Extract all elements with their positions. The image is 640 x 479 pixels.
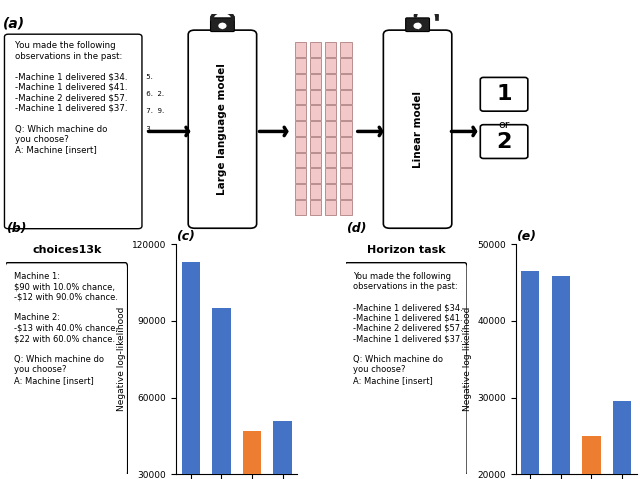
FancyBboxPatch shape bbox=[5, 262, 127, 477]
FancyBboxPatch shape bbox=[383, 30, 452, 228]
FancyBboxPatch shape bbox=[406, 18, 429, 32]
Bar bbox=[340, 153, 351, 168]
Text: 2: 2 bbox=[497, 132, 512, 151]
Bar bbox=[294, 137, 306, 152]
Text: 0.: 0. bbox=[135, 143, 141, 148]
Bar bbox=[294, 90, 306, 104]
Bar bbox=[310, 121, 321, 136]
Bar bbox=[325, 153, 337, 168]
Bar bbox=[340, 58, 351, 73]
Text: (d): (d) bbox=[346, 222, 366, 235]
Bar bbox=[294, 200, 306, 215]
Bar bbox=[294, 42, 306, 57]
Bar bbox=[212, 308, 230, 479]
Bar bbox=[310, 90, 321, 104]
Bar bbox=[310, 58, 321, 73]
Bar bbox=[294, 74, 306, 89]
Bar bbox=[340, 168, 351, 183]
Bar bbox=[325, 184, 337, 199]
Text: Linear model: Linear model bbox=[413, 91, 422, 168]
Text: You made the following
observations in the past:

-Machine 1 delivered $34.
-Mac: You made the following observations in t… bbox=[353, 272, 463, 385]
Text: (a): (a) bbox=[3, 17, 26, 31]
Text: (b): (b) bbox=[6, 222, 27, 235]
FancyBboxPatch shape bbox=[188, 30, 257, 228]
Bar bbox=[243, 431, 261, 479]
Bar bbox=[340, 74, 351, 89]
Bar bbox=[310, 42, 321, 57]
Bar bbox=[310, 168, 321, 183]
Y-axis label: Negative log-likelihood: Negative log-likelihood bbox=[118, 307, 127, 411]
Bar bbox=[340, 184, 351, 199]
Bar bbox=[273, 421, 292, 479]
Bar bbox=[325, 105, 337, 120]
Bar bbox=[325, 90, 337, 104]
Bar bbox=[552, 276, 570, 479]
FancyBboxPatch shape bbox=[480, 125, 528, 159]
Bar bbox=[340, 121, 351, 136]
Text: 1.  5.: 1. 5. bbox=[135, 74, 153, 80]
FancyBboxPatch shape bbox=[344, 262, 467, 477]
Text: choices13k: choices13k bbox=[33, 245, 102, 255]
Bar bbox=[582, 436, 601, 479]
Bar bbox=[294, 184, 306, 199]
FancyBboxPatch shape bbox=[12, 34, 141, 217]
Bar bbox=[340, 200, 351, 215]
Bar bbox=[294, 105, 306, 120]
Bar bbox=[325, 58, 337, 73]
Bar bbox=[182, 262, 200, 479]
Text: (e): (e) bbox=[516, 230, 536, 243]
Text: 3.  6.  2.: 3. 6. 2. bbox=[135, 91, 164, 97]
Circle shape bbox=[219, 23, 226, 28]
Bar bbox=[325, 74, 337, 89]
FancyBboxPatch shape bbox=[480, 78, 528, 111]
Bar bbox=[310, 137, 321, 152]
FancyBboxPatch shape bbox=[211, 18, 234, 32]
Text: 6.  3.: 6. 3. bbox=[135, 125, 153, 132]
Text: or: or bbox=[499, 120, 509, 130]
Bar bbox=[325, 168, 337, 183]
Text: 2.: 2. bbox=[135, 57, 141, 63]
Bar bbox=[340, 105, 351, 120]
Bar bbox=[340, 137, 351, 152]
Y-axis label: Negative log-likelihood: Negative log-likelihood bbox=[463, 307, 472, 411]
Text: Machine 1:
$90 with 10.0% chance,
-$12 with 90.0% chance.

Machine 2:
-$13 with : Machine 1: $90 with 10.0% chance, -$12 w… bbox=[13, 272, 118, 385]
Text: You made the following
observations in the past:

-Machine 1 delivered $34.
-Mac: You made the following observations in t… bbox=[15, 41, 127, 154]
FancyBboxPatch shape bbox=[28, 34, 141, 194]
Bar bbox=[325, 42, 337, 57]
Bar bbox=[325, 200, 337, 215]
Bar bbox=[310, 200, 321, 215]
Bar bbox=[294, 168, 306, 183]
Text: Horizon task: Horizon task bbox=[367, 245, 446, 255]
Bar bbox=[294, 58, 306, 73]
Bar bbox=[310, 153, 321, 168]
Text: 3.  7.  9.: 3. 7. 9. bbox=[135, 108, 164, 114]
Bar bbox=[325, 137, 337, 152]
Circle shape bbox=[414, 23, 421, 28]
Bar bbox=[310, 74, 321, 89]
Bar bbox=[613, 401, 631, 479]
Bar bbox=[340, 90, 351, 104]
Bar bbox=[310, 105, 321, 120]
Text: You made the following: You made the following bbox=[36, 44, 126, 53]
Bar bbox=[310, 184, 321, 199]
Bar bbox=[325, 121, 337, 136]
Bar bbox=[294, 121, 306, 136]
Bar bbox=[340, 42, 351, 57]
Text: (c): (c) bbox=[176, 230, 195, 243]
Text: You made the following: You made the following bbox=[29, 44, 118, 53]
FancyBboxPatch shape bbox=[19, 34, 141, 206]
Text: You made the following: You made the following bbox=[21, 44, 110, 53]
Bar bbox=[521, 271, 540, 479]
Text: 1: 1 bbox=[496, 84, 512, 104]
Text: Large language model: Large language model bbox=[218, 63, 227, 195]
FancyBboxPatch shape bbox=[4, 34, 142, 228]
Bar bbox=[294, 153, 306, 168]
